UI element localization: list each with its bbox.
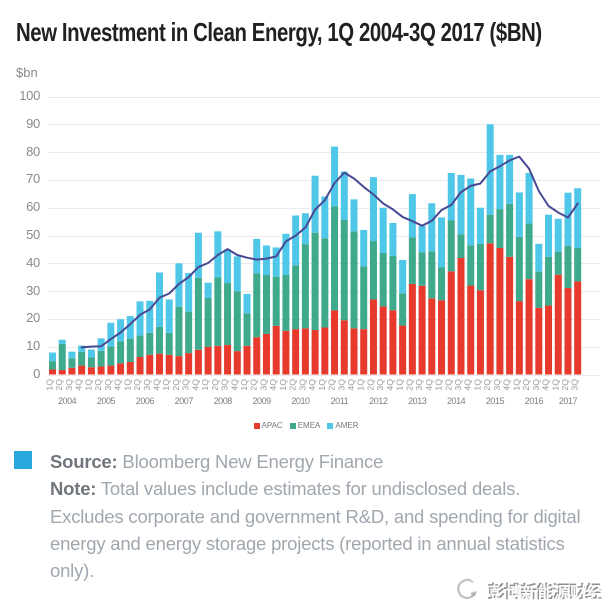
svg-text:2Q: 2Q <box>288 379 298 391</box>
svg-text:3Q: 3Q <box>64 379 74 391</box>
svg-text:2014: 2014 <box>447 396 466 406</box>
svg-text:1Q: 1Q <box>472 379 482 391</box>
svg-text:3Q: 3Q <box>142 379 152 391</box>
svg-text:1Q: 1Q <box>550 379 560 391</box>
svg-text:4Q: 4Q <box>502 379 512 391</box>
svg-text:3Q: 3Q <box>181 379 191 391</box>
svg-text:3Q: 3Q <box>297 379 307 391</box>
svg-text:2Q: 2Q <box>54 379 64 391</box>
svg-text:2013: 2013 <box>408 396 427 406</box>
svg-text:2012: 2012 <box>369 396 388 406</box>
svg-text:1Q: 1Q <box>356 379 366 391</box>
svg-text:2Q: 2Q <box>521 379 531 391</box>
svg-text:2Q: 2Q <box>171 379 181 391</box>
svg-text:3Q: 3Q <box>103 379 113 391</box>
svg-text:2016: 2016 <box>525 396 544 406</box>
svg-text:1Q: 1Q <box>45 379 55 391</box>
svg-text:4Q: 4Q <box>424 379 434 391</box>
svg-text:1Q: 1Q <box>122 379 132 391</box>
svg-text:2004: 2004 <box>58 396 77 406</box>
svg-text:2Q: 2Q <box>560 379 570 391</box>
svg-text:4Q: 4Q <box>307 379 317 391</box>
svg-text:3Q: 3Q <box>220 379 230 391</box>
svg-text:2006: 2006 <box>136 396 155 406</box>
svg-text:2007: 2007 <box>175 396 194 406</box>
svg-text:2Q: 2Q <box>482 379 492 391</box>
svg-text:2015: 2015 <box>486 396 505 406</box>
svg-text:1Q: 1Q <box>317 379 327 391</box>
svg-text:4Q: 4Q <box>74 379 84 391</box>
svg-text:1Q: 1Q <box>278 379 288 391</box>
svg-text:4Q: 4Q <box>113 379 123 391</box>
svg-text:3Q: 3Q <box>259 379 269 391</box>
svg-text:1Q: 1Q <box>83 379 93 391</box>
svg-text:3Q: 3Q <box>453 379 463 391</box>
svg-text:1Q: 1Q <box>161 379 171 391</box>
svg-text:2Q: 2Q <box>93 379 103 391</box>
svg-text:1Q: 1Q <box>395 379 405 391</box>
svg-text:4Q: 4Q <box>268 379 278 391</box>
svg-text:3Q: 3Q <box>336 379 346 391</box>
svg-text:2011: 2011 <box>331 396 349 406</box>
svg-text:2Q: 2Q <box>132 379 142 391</box>
svg-text:2017: 2017 <box>559 396 578 406</box>
svg-text:3Q: 3Q <box>570 379 580 391</box>
svg-text:2Q: 2Q <box>327 379 337 391</box>
svg-text:2Q: 2Q <box>249 379 259 391</box>
svg-text:2Q: 2Q <box>443 379 453 391</box>
svg-text:4Q: 4Q <box>152 379 162 391</box>
svg-text:4Q: 4Q <box>463 379 473 391</box>
svg-text:3Q: 3Q <box>414 379 424 391</box>
svg-text:2Q: 2Q <box>210 379 220 391</box>
svg-text:3Q: 3Q <box>492 379 502 391</box>
svg-text:2008: 2008 <box>214 396 233 406</box>
svg-text:2Q: 2Q <box>366 379 376 391</box>
svg-text:2005: 2005 <box>97 396 116 406</box>
svg-text:4Q: 4Q <box>385 379 395 391</box>
svg-text:1Q: 1Q <box>511 379 521 391</box>
svg-text:4Q: 4Q <box>346 379 356 391</box>
svg-text:2009: 2009 <box>252 396 271 406</box>
svg-text:3Q: 3Q <box>531 379 541 391</box>
svg-text:3Q: 3Q <box>375 379 385 391</box>
svg-text:2Q: 2Q <box>404 379 414 391</box>
svg-text:1Q: 1Q <box>200 379 210 391</box>
svg-text:1Q: 1Q <box>239 379 249 391</box>
svg-text:1Q: 1Q <box>434 379 444 391</box>
svg-text:2010: 2010 <box>291 396 310 406</box>
svg-text:4Q: 4Q <box>229 379 239 391</box>
svg-text:4Q: 4Q <box>190 379 200 391</box>
svg-text:4Q: 4Q <box>541 379 551 391</box>
